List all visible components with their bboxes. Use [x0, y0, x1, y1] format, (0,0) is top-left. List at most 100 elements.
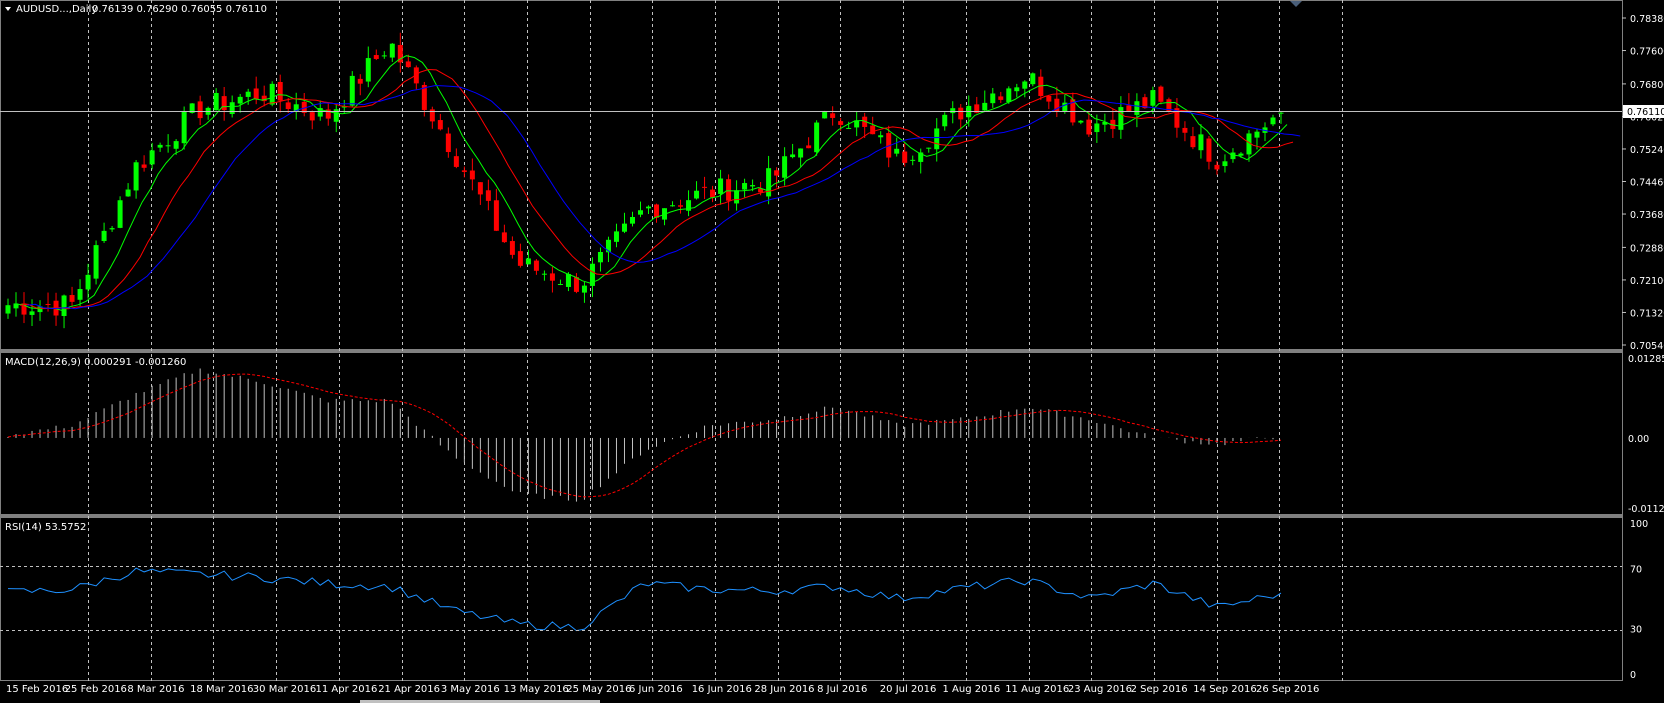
candle-body [766, 168, 772, 197]
candle-body [45, 303, 51, 305]
candle-body [317, 108, 323, 117]
candle-body [557, 284, 563, 286]
candle-body [782, 156, 788, 178]
candle-body [173, 141, 179, 149]
time-label: 11 Apr 2016 [316, 684, 378, 695]
candle-body [902, 151, 908, 163]
candle-body [670, 205, 676, 207]
candle-body [109, 228, 115, 230]
candle-body [509, 241, 515, 255]
rsi-title: RSI(14) 53.5752 [5, 522, 86, 533]
rsi-tick-label: 70 [1630, 564, 1642, 575]
macd-panel[interactable] [0, 352, 1623, 515]
time-label: 26 Sep 2016 [1256, 684, 1319, 695]
time-label: 23 Aug 2016 [1068, 684, 1132, 695]
candle-body [974, 104, 980, 113]
candle-body [1070, 99, 1076, 123]
candle-body [77, 289, 83, 300]
candle-body [389, 43, 395, 58]
candle-body [629, 217, 635, 224]
candle-body [726, 179, 732, 201]
candle-body [654, 204, 660, 218]
rsi-panel[interactable] [0, 517, 1623, 681]
candle-body [293, 104, 299, 112]
candle-body [101, 230, 107, 242]
price-axis[interactable]: 0.783800.776000.768000.760200.752400.744… [1622, 14, 1664, 352]
candle-body [365, 58, 371, 82]
candle-body [1246, 133, 1252, 155]
candle-body [5, 305, 11, 314]
candle-body [710, 189, 716, 198]
candle-body [686, 200, 692, 211]
candle-body [734, 190, 740, 204]
panel-separator[interactable] [0, 349, 1623, 352]
rsi-axis[interactable]: 100 70 30 0 [1630, 519, 1648, 681]
candle-body [333, 109, 339, 122]
candle-body [437, 120, 443, 130]
candle-body [1126, 105, 1132, 112]
candle-body [678, 205, 684, 207]
candle-body [421, 84, 427, 110]
horizontal-scrollbar[interactable] [360, 700, 600, 703]
candle-body [910, 159, 916, 161]
candle-body [405, 61, 411, 68]
candle-body [261, 95, 267, 102]
candle-body [862, 116, 868, 127]
candle-body [549, 273, 555, 281]
candle-body [1030, 73, 1036, 85]
macd-tick-label: 0.00 [1628, 434, 1649, 445]
macd-tick-label: -0.011261 [1628, 504, 1664, 515]
candle-body [85, 274, 91, 290]
ohlc-values: 0.76139 0.76290 0.76055 0.76110 [92, 4, 267, 15]
candle-body [1094, 123, 1100, 133]
candle-body [29, 311, 35, 315]
candle-body [325, 109, 331, 119]
candle-body [998, 96, 1004, 100]
candle-body [1006, 88, 1012, 103]
candle-body [950, 108, 956, 114]
panel-separator[interactable] [0, 514, 1623, 517]
time-label: 14 Sep 2016 [1193, 684, 1256, 695]
candle-body [341, 106, 347, 108]
candle-body [1014, 87, 1020, 92]
candle-body [197, 101, 203, 119]
rsi-series [7, 567, 1282, 632]
time-label: 6 Jun 2016 [629, 684, 683, 695]
candle-body [702, 186, 708, 188]
rsi-tick-label: 0 [1630, 670, 1636, 681]
candle-body [814, 122, 820, 153]
candle-body [309, 112, 315, 121]
triangle-down-icon[interactable] [5, 7, 11, 11]
candle-body [1110, 119, 1116, 129]
candle-body [269, 83, 275, 105]
time-label: 8 Jul 2016 [817, 684, 867, 695]
candle-body [461, 170, 467, 172]
candle-body [245, 91, 251, 97]
time-label: 25 Feb 2016 [65, 684, 127, 695]
candle-body [1158, 86, 1164, 102]
candle-body [165, 145, 171, 147]
candle-body [1142, 97, 1148, 109]
candle-body [213, 93, 219, 111]
macd-title: MACD(12,26,9) 0.000291 -0.001260 [5, 357, 186, 368]
time-label: 25 May 2016 [566, 684, 631, 695]
macd-axis[interactable]: 0.012852 0.00 -0.011261 [1628, 354, 1664, 515]
candle-body [133, 162, 139, 191]
candle-body [69, 295, 75, 302]
candle-body [61, 295, 67, 317]
candle-body [21, 303, 27, 315]
candle-body [1046, 95, 1052, 102]
triangle-down-icon[interactable] [1290, 1, 1302, 7]
candle-body [1238, 153, 1244, 156]
candle-body [1134, 101, 1140, 115]
ma-mid-line [19, 68, 1294, 310]
